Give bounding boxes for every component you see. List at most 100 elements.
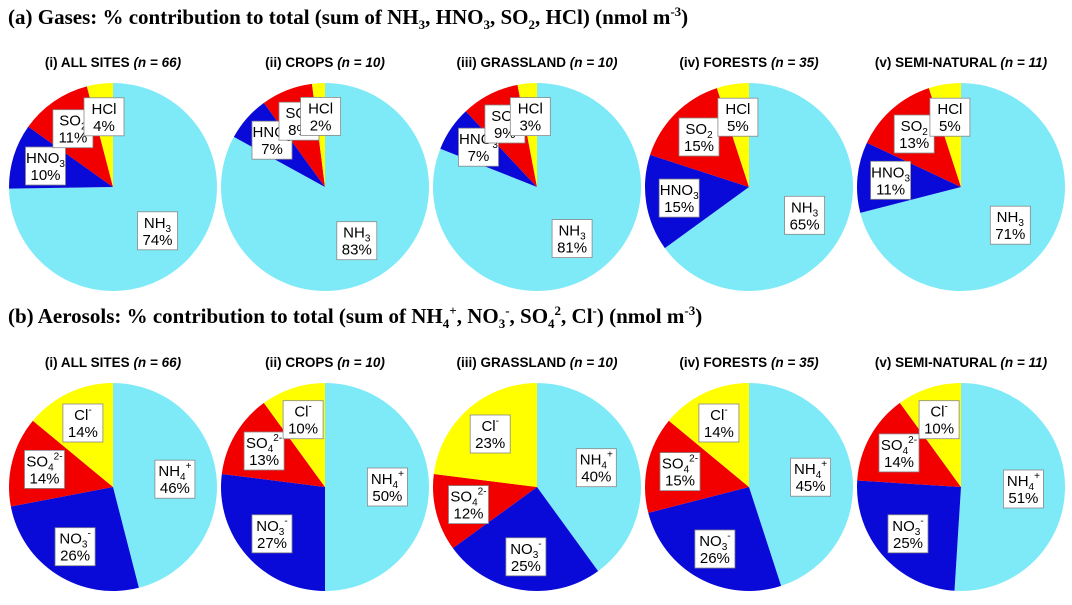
slice-label-box (784, 195, 826, 235)
slice-name-label: HCl (92, 101, 117, 118)
slice-name-label: HCl (725, 101, 750, 118)
chart-n-text: (n = 10) (337, 55, 385, 70)
slice-label-box (154, 459, 196, 499)
slice-name-label: Cl- (294, 402, 312, 421)
slice-name-label: SO2 (685, 121, 713, 141)
slice-value-label: 26% (700, 550, 730, 567)
pie-slice-nh3 (664, 83, 853, 291)
section-a-title: (a) Gases: % contribution to total (sum … (8, 4, 689, 33)
slice-label-box (918, 400, 960, 440)
slice-value-label: 83% (342, 242, 372, 259)
slice-label-box (251, 514, 293, 554)
slice-label-box (878, 433, 920, 473)
slice-label-nh4: NH4+50% (366, 467, 408, 507)
slice-label-box (137, 211, 178, 251)
slice-label-cl: Cl-23% (469, 414, 511, 454)
pie-svg: NH4+51%NO3-25%SO42-14%Cl-10% (857, 382, 1066, 591)
slice-label-cl: Cl-10% (282, 400, 324, 440)
slice-label-box (300, 96, 341, 136)
slice-label-box (659, 452, 701, 491)
slice-value-label: 23% (475, 435, 505, 452)
pie-chart-gases-ii-crops: (ii) CROPS (n = 10) NH383%HNO37%SO28%HCl2… (218, 55, 432, 305)
slice-name-label: NO3- (59, 529, 90, 551)
pie-chart-title: (v) SEMI-NATURAL (n = 11) (854, 355, 1068, 370)
pie-svg: NH4+46%NO3-26%SO42-14%Cl-14% (8, 383, 217, 591)
pie-chart-aerosols-ii-crops: (ii) CROPS (n = 10) NH4+ 50% NO3- 27% SO42- 13… (218, 355, 432, 605)
slice-value-label: 25% (511, 558, 541, 575)
chart-n-text: (n = 66) (133, 55, 182, 70)
slice-name-label: NH3 (343, 225, 371, 245)
slice-name-label: NH4+ (158, 461, 191, 483)
slice-label-box (698, 403, 740, 443)
slice-name-label: Cl- (710, 405, 728, 424)
slice-label-box (717, 97, 759, 137)
chart-title-text: (v) SEMI-NATURAL (874, 55, 1001, 70)
slice-label-box (929, 97, 971, 137)
slice-label-box (366, 467, 408, 507)
slice-name-label: NH4+ (794, 459, 827, 481)
chart-title-text: (v) SEMI-NATURAL (874, 355, 1001, 370)
pie-svg: NH4+50%NO3-27%SO42-13%Cl-10% (221, 383, 429, 591)
slice-value-label: 14% (704, 424, 734, 441)
pie-chart-title: (iv) FORESTS (n = 35) (642, 355, 856, 370)
slice-value-label: 15% (684, 138, 714, 155)
slice-value-label: 13% (249, 452, 279, 469)
slice-label-box (658, 178, 700, 218)
slice-label-box (448, 485, 489, 524)
slice-label-box (83, 97, 125, 137)
slice-value-label: 45% (796, 478, 826, 495)
slice-name-label: HNO3 (871, 164, 910, 184)
slice-label-no3: NO3-27% (251, 514, 293, 554)
chart-n-text: (n = 66) (133, 355, 182, 370)
slice-label-nh4: NH4+45% (790, 457, 832, 497)
slice-name-label: Cl- (481, 416, 499, 435)
slice-label-box (25, 146, 66, 186)
pie-chart-title: (i) ALL SITES (n = 66) (6, 55, 220, 70)
slice-value-label: 46% (160, 480, 190, 497)
slice-label-no3: NO3-26% (54, 527, 96, 567)
pie-chart-aerosols-iii-grassland: (iii) GRASSLAND (n = 10) NH4+ 40% NO3- 25% SO… (430, 355, 644, 605)
chart-n-text: (n = 35) (770, 355, 819, 370)
slice-value-label: 14% (29, 470, 59, 487)
slice-label-box (469, 414, 511, 454)
slice-name-label: HNO3 (459, 131, 498, 151)
slice-value-label: 10% (924, 421, 954, 438)
slice-label-no3: NO3-25% (505, 537, 547, 577)
chart-n-text: (n = 10) (337, 355, 385, 370)
slice-label-box (336, 221, 378, 261)
slice-value-label: 10% (30, 167, 60, 184)
slice-label-cl: Cl-10% (918, 400, 960, 440)
slice-label-nh4: NH4+40% (575, 448, 617, 488)
slice-name-label: NH4+ (1007, 471, 1040, 493)
pie-chart-title: (ii) CROPS (n = 10) (218, 55, 432, 70)
slice-label-nh4: NH4+51% (1002, 469, 1044, 509)
slice-name-label: HCl (308, 100, 333, 117)
slice-name-label: NO3- (699, 531, 730, 553)
slice-name-label: SO42- (662, 454, 698, 476)
slice-label-box (989, 205, 1031, 245)
slice-value-label: 14% (68, 424, 98, 441)
slice-label-nh4: NH4+46% (154, 459, 196, 499)
slice-value-label: 13% (899, 135, 929, 152)
slice-label-box (678, 117, 720, 157)
chart-title-text: (iv) FORESTS (679, 55, 771, 70)
slice-label-box (790, 457, 832, 497)
pie-chart-title: (ii) CROPS (n = 10) (218, 355, 432, 370)
pie-chart-title: (iii) GRASSLAND (n = 10) (430, 55, 644, 70)
slice-name-label: NH3 (997, 209, 1025, 229)
slice-value-label: 81% (557, 240, 587, 257)
pie-chart-gases-iii-grassland: (iii) GRASSLAND (n = 10)NH381%HNO37%SO29… (430, 55, 644, 305)
chart-n-text: (n = 10) (569, 355, 618, 370)
slice-value-label: 65% (790, 216, 820, 233)
pie-chart-aerosols-i-all-sites: (i) ALL SITES (n = 66) NH4+ 46% NO3- 26% SO42… (6, 355, 220, 605)
slice-value-label: 15% (664, 199, 694, 216)
